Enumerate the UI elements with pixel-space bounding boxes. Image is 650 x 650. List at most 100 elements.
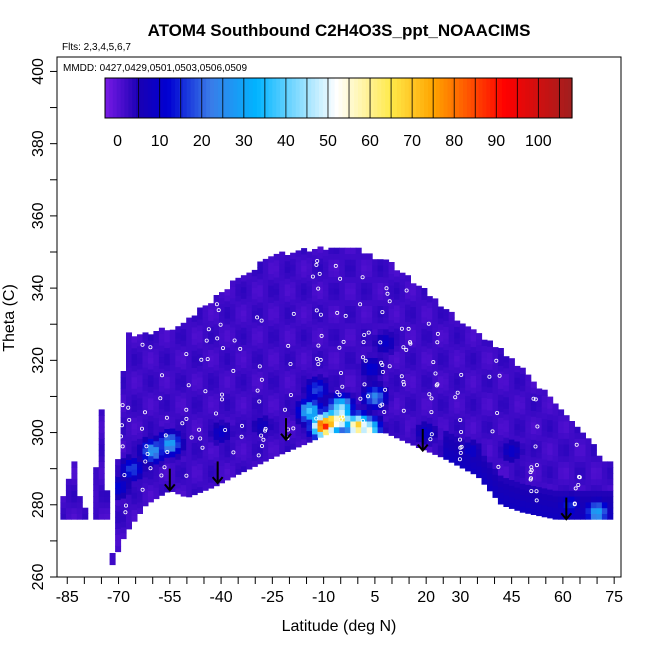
heatmap-cell [366,397,373,405]
heatmap-cell [448,358,455,365]
heatmap-cell [514,400,521,407]
heatmap-cell [306,274,313,281]
heatmap-cell [235,347,242,354]
heatmap-cell [202,334,209,341]
heatmap-cell [394,281,400,289]
heatmap-cell [399,313,406,320]
sample-point [404,347,409,352]
heatmap-cell [251,281,258,288]
heatmap-cell [202,351,209,358]
colorbar-segment [221,78,227,118]
sample-point [534,463,539,468]
heatmap-cell [213,451,220,458]
heatmap-cell [268,319,275,327]
heatmap-cell [235,295,242,302]
heatmap-cell [142,396,149,403]
heatmap-cell [284,376,291,383]
heatmap-cell [230,321,236,328]
heatmap-cell [399,359,406,366]
heatmap-cell [569,490,575,497]
heatmap-cell [454,366,461,374]
heatmap-cell [120,480,127,488]
heatmap-cell [240,396,247,403]
heatmap-cell [552,490,559,497]
heatmap-cell [82,507,89,514]
heatmap-cell [497,486,504,493]
heatmap-cell [224,399,231,406]
heatmap-cell [437,306,444,313]
heatmap-cell [246,301,253,308]
heatmap-cell [361,397,368,405]
heatmap-cell [394,426,400,433]
heatmap-cell [388,314,395,321]
heatmap-cell [191,338,198,345]
heatmap-cell [169,370,176,377]
heatmap-cell [197,457,204,464]
heatmap-cell [322,428,329,436]
heatmap-cell [355,369,362,376]
heatmap-cell [558,501,565,509]
sample-point [184,407,189,412]
sample-point [263,426,268,431]
heatmap-cell [131,469,138,476]
heatmap-cell [514,371,521,378]
heatmap-cell [459,404,466,411]
heatmap-cell [333,305,340,312]
heatmap-cell [454,320,461,327]
heatmap-cell [126,378,132,385]
heatmap-cell [415,435,422,443]
sample-point [316,343,321,348]
heatmap-cell [585,449,592,457]
heatmap-cell [306,355,313,362]
colorbar-segment [486,78,491,118]
heatmap-cell [558,421,565,428]
heatmap-cell [448,340,455,348]
heatmap-cell [372,282,379,289]
heatmap-cell [137,501,143,509]
heatmap-cell [339,334,346,341]
heatmap-cell [394,333,400,341]
heatmap-cell [508,375,515,382]
sample-point [343,313,348,318]
heatmap-cell [208,303,215,310]
heatmap-cell [240,408,247,415]
heatmap-cell [126,372,132,380]
sample-point [427,392,432,397]
heatmap-cell [492,451,499,458]
heatmap-cell [191,442,198,449]
heatmap-cell [361,328,368,335]
heatmap-cell [541,464,548,472]
heatmap-cell [481,380,488,387]
heatmap-cell [459,421,466,428]
sample-point [401,379,406,384]
heatmap-cell [268,429,275,436]
heatmap-cell [317,367,324,375]
heatmap-cell [487,398,493,405]
heatmap-cell [175,401,182,408]
heatmap-cell [405,315,411,322]
heatmap-cell [405,333,411,340]
heatmap-cell [514,458,521,465]
heatmap-cell [290,350,297,358]
heatmap-cell [426,342,433,349]
heatmap-cell [246,393,253,401]
heatmap-cell [536,417,543,424]
heatmap-cell [339,351,346,358]
heatmap-cell [333,288,340,295]
heatmap-cell [536,463,543,470]
heatmap-cell [476,460,483,467]
sample-point [148,345,153,350]
heatmap-cell [394,385,400,393]
heatmap-cell [175,355,182,362]
heatmap-cell [262,443,269,451]
heatmap-cell [388,296,395,303]
heatmap-cell [115,482,122,489]
heatmap-cell [257,440,264,447]
heatmap-cell [208,401,215,408]
heatmap-cell [530,508,537,515]
heatmap-cell [454,413,461,420]
heatmap-cell [432,333,439,340]
heatmap-cell [224,433,231,440]
heatmap-cell [344,409,351,416]
sample-point [533,444,538,449]
